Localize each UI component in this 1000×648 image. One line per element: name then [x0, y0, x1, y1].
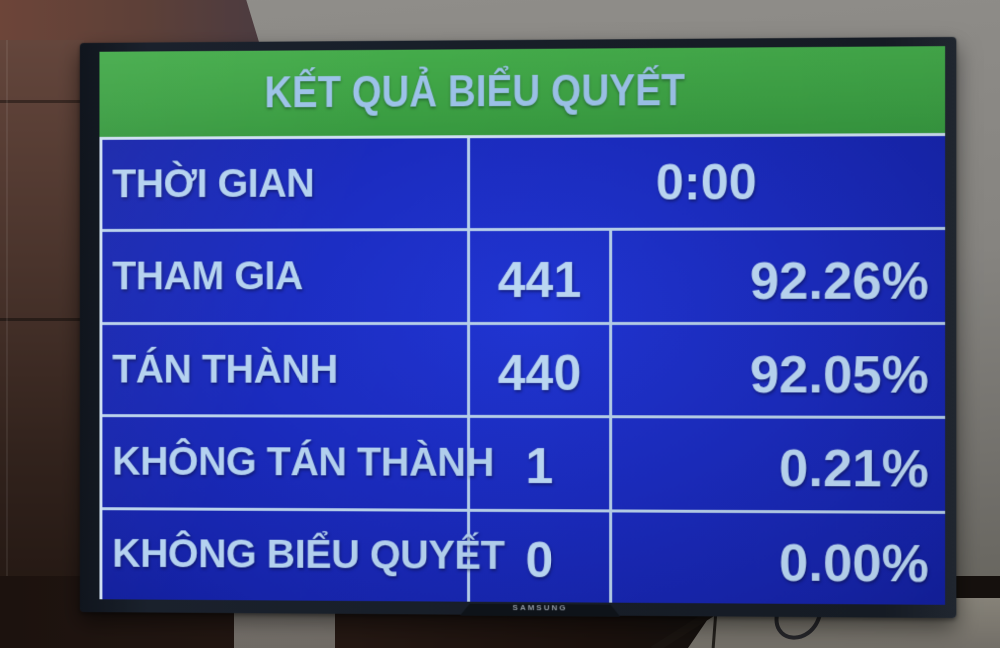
participants-percent: 92.26% [749, 251, 929, 311]
samsung-monitor: KẾT QUẢ BIỂU QUYẾT THỜI GIAN 0:00 THAM G… [79, 36, 957, 619]
participants-count: 441 [470, 231, 613, 322]
table-row-participants: THAM GIA 441 92.26% [102, 230, 946, 325]
approve-count: 440 [470, 324, 613, 416]
results-title: KẾT QUẢ BIỂU QUYẾT [264, 65, 686, 118]
wall-seam [0, 100, 84, 103]
abstain-label: KHÔNG BIỂU QUYẾT [102, 509, 504, 602]
participants-label: THAM GIA [102, 231, 471, 322]
results-table: THỜI GIAN 0:00 THAM GIA 441 92.26% TÁN T… [99, 136, 946, 605]
disapprove-label: KHÔNG TÁN THÀNH [102, 417, 494, 509]
table-row-abstain: KHÔNG BIỂU QUYẾT 0 0.00% [102, 509, 945, 605]
approve-percent: 92.05% [749, 346, 929, 405]
wall-seam [0, 318, 84, 321]
time-value: 0:00 [655, 154, 757, 211]
disapprove-count: 1 [470, 418, 613, 510]
table-row-time: THỜI GIAN 0:00 [102, 136, 946, 233]
wall-seam-vertical [6, 40, 8, 596]
abstain-count: 0 [470, 511, 613, 603]
cables [650, 606, 822, 648]
wall-brown-panel-left [0, 40, 84, 596]
table-row-approve: TÁN THÀNH 440 92.05% [102, 324, 946, 420]
table-row-disapprove: KHÔNG TÁN THÀNH 1 0.21% [102, 417, 946, 514]
time-label: THỜI GIAN [102, 138, 471, 230]
voting-results-screen: KẾT QUẢ BIỂU QUYẾT THỜI GIAN 0:00 THAM G… [99, 46, 946, 605]
samsung-logo: SAMSUNG [512, 602, 568, 613]
approve-label: TÁN THÀNH [102, 324, 471, 416]
results-header: KẾT QUẢ BIỂU QUYẾT [99, 46, 946, 140]
abstain-percent: 0.00% [779, 534, 929, 594]
disapprove-percent: 0.21% [779, 440, 929, 500]
